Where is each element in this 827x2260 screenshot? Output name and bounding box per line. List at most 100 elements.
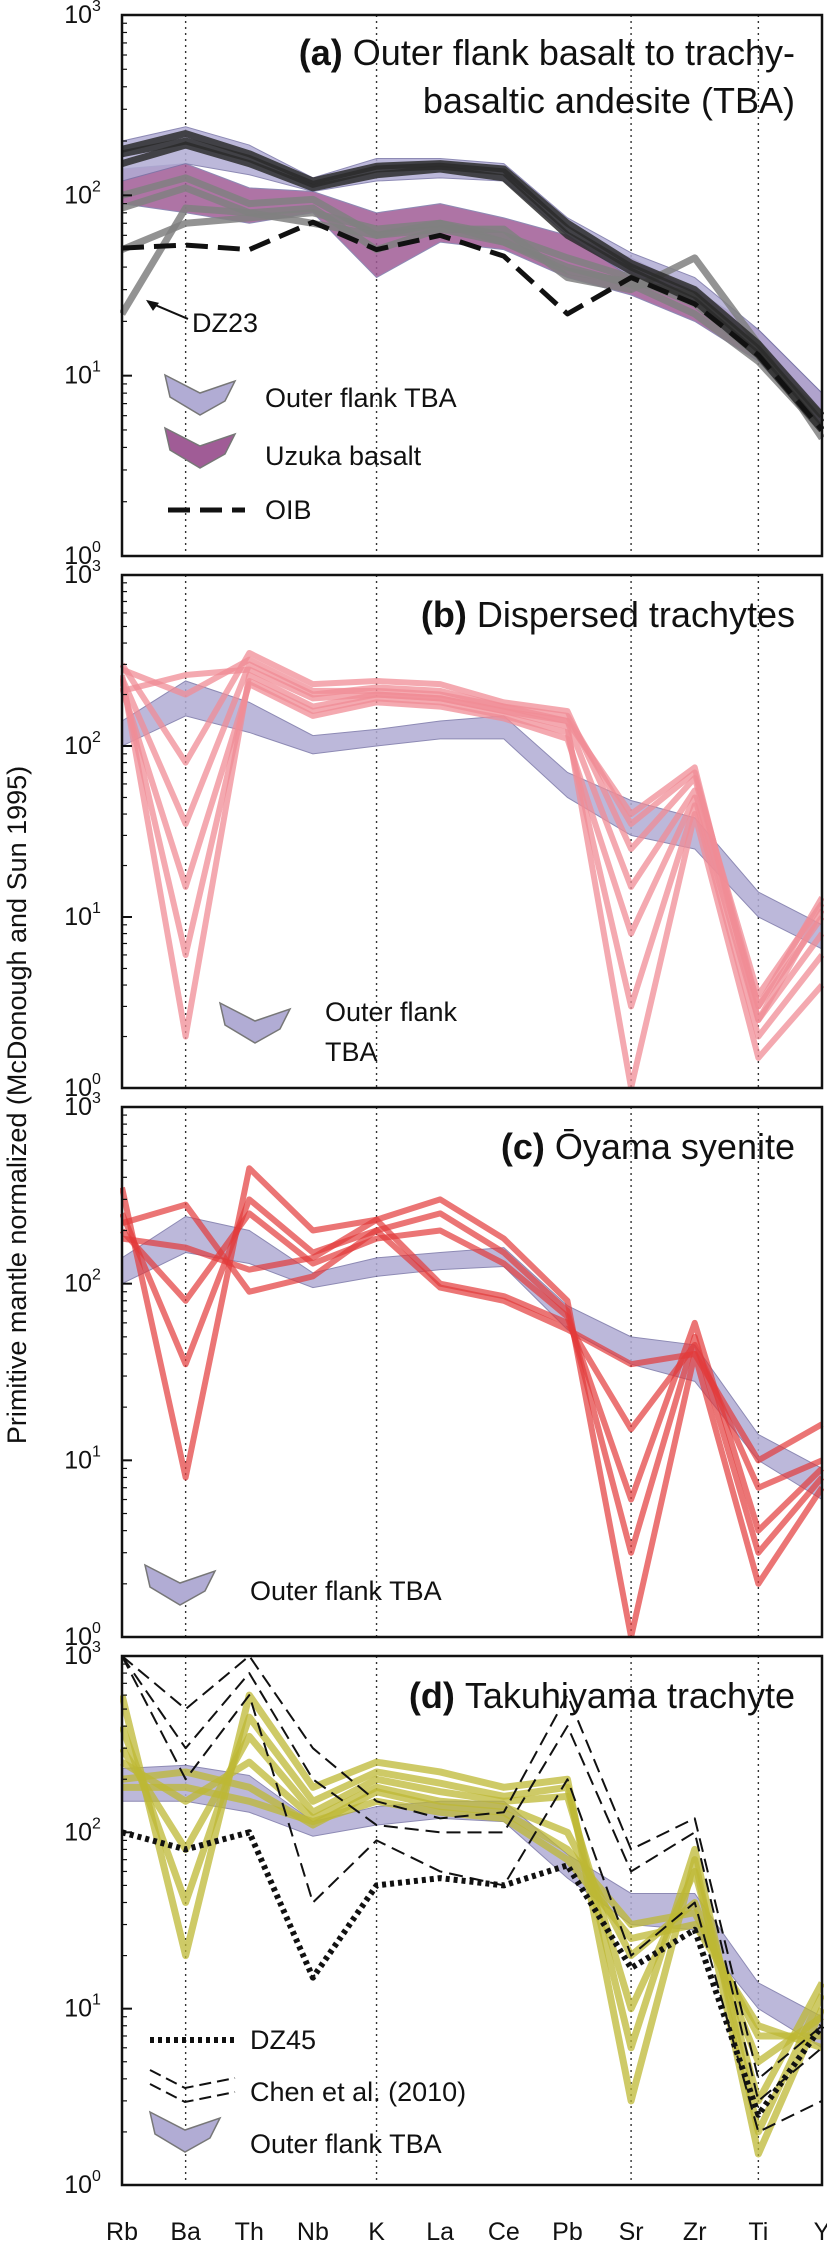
legend-outer-flank-tba-swatch	[143, 1563, 217, 1606]
y-tick-exponent: 2	[92, 729, 101, 746]
panel-frame	[120, 1105, 824, 1639]
x-tick-label-Ba: Ba	[170, 2218, 201, 2246]
takuhiyama-line-2	[120, 1732, 824, 2105]
panel-data	[120, 1656, 824, 2158]
oyama-syenite-line-4	[121, 1201, 824, 1464]
y-tick-label: 10	[64, 362, 92, 390]
panel-data	[120, 126, 824, 441]
chen-line-1	[121, 1656, 823, 2102]
dispersed-trachyte-line-6	[121, 666, 824, 1023]
y-tick-exponent: 1	[92, 1443, 101, 1460]
legend-uzuka-basalt-swatch	[163, 426, 237, 469]
y-tick-label: 10	[64, 1818, 92, 1846]
legend-dz45-label: DZ45	[250, 2025, 316, 2055]
legend-outer-flank-tba-swatch	[163, 373, 237, 416]
panel-title-letter: (a)	[299, 32, 353, 73]
y-tick-exponent: 0	[92, 1071, 101, 1088]
y-tick-label: 10	[64, 1093, 92, 1121]
legend-outer-flank-tba-swatch	[218, 1001, 292, 1044]
legend-uzuka-basalt-label: Uzuka basalt	[265, 441, 422, 471]
dispersed-trachyte-line-3	[120, 661, 824, 1010]
x-tick-label-Y: Y	[814, 2218, 827, 2246]
x-tick-label-La: La	[426, 2218, 454, 2246]
dz45-line	[121, 1829, 824, 2118]
y-tick-label: 10	[64, 903, 92, 931]
y-tick-exponent: 3	[92, 1090, 101, 1107]
legend-outer-flank-tba-label: Outer flank TBA	[265, 383, 457, 413]
panel-title: (d) Takuhiyama trachyte	[409, 1675, 795, 1716]
y-tick-label: 10	[64, 542, 92, 570]
x-tick-label-Ce: Ce	[488, 2218, 520, 2246]
y-tick-exponent: 0	[92, 2168, 101, 2185]
y-tick-label: 10	[64, 1642, 92, 1670]
y-tick-label: 10	[64, 561, 92, 589]
panel-title-letter: (c)	[501, 1126, 555, 1167]
y-tick-label: 10	[64, 1270, 92, 1298]
panel-data	[120, 649, 824, 1088]
y-tick-exponent: 1	[92, 900, 101, 917]
panel-frame	[120, 573, 824, 1090]
oib-line	[121, 219, 824, 432]
panel-title-letter: (b)	[421, 594, 477, 635]
x-tick-label-Sr: Sr	[619, 2218, 644, 2246]
legend-chen-swatch	[149, 2069, 236, 2104]
panel-title-text: Outer flank basalt to trachy-	[353, 32, 795, 73]
y-tick-exponent: 3	[92, 1639, 101, 1656]
x-tick-label-K: K	[368, 2218, 385, 2246]
x-tick-label-Ti: Ti	[748, 2218, 768, 2246]
legend-oib-label: OIB	[265, 495, 312, 525]
panel-frame	[120, 13, 824, 558]
y-tick-label: 10	[64, 732, 92, 760]
y-tick-label: 10	[64, 1623, 92, 1651]
y-tick-exponent: 3	[92, 0, 101, 15]
dark-series-line-2	[121, 141, 824, 433]
panel-title-letter: (d)	[409, 1675, 465, 1716]
y-tick-exponent: 2	[92, 178, 101, 195]
panel-title-line2: basaltic andesite (TBA)	[423, 80, 795, 121]
y-tick-label: 10	[64, 1074, 92, 1102]
legend-tba-label: TBA	[325, 1037, 378, 1067]
panel-data	[120, 1165, 824, 1637]
chen-line-2	[121, 1656, 823, 2133]
dark-series-line-1	[121, 137, 824, 425]
legend-outer-flank-tba-label: Outer flank TBA	[250, 1576, 442, 1606]
y-tick-label: 10	[64, 1995, 92, 2023]
x-tick-label-Rb: Rb	[106, 2218, 138, 2246]
takuhiyama-line-5	[122, 1783, 824, 2052]
y-tick-exponent: 0	[92, 539, 101, 556]
panel-title-text: Takuhiyama trachyte	[465, 1675, 795, 1716]
panel-title: (a) Outer flank basalt to trachy-	[299, 32, 795, 73]
chen-line-0	[121, 1656, 823, 2080]
y-tick-label: 10	[64, 181, 92, 209]
y-tick-label: 10	[64, 1446, 92, 1474]
panel-frame	[120, 1654, 824, 2187]
takuhiyama-line-1	[120, 1713, 824, 2136]
oyama-syenite-line-2	[120, 1210, 824, 1534]
dz23-label: DZ23	[192, 308, 258, 338]
legend-outer-flank-tba-swatch	[148, 2110, 222, 2153]
x-tick-label-Th: Th	[235, 2218, 264, 2246]
panel-title: (c) Ōyama syenite	[501, 1126, 795, 1167]
y-tick-label: 10	[64, 1, 92, 29]
panel-title-text: Dispersed trachytes	[477, 594, 795, 635]
dz23-arrowhead	[146, 299, 159, 311]
panel-title: (b) Dispersed trachytes	[421, 594, 795, 635]
y-tick-exponent: 3	[92, 558, 101, 575]
legend-chen-label: Chen et al. (2010)	[250, 2077, 466, 2107]
legend-outer-flank-tba-label: Outer flank TBA	[250, 2129, 442, 2159]
legend-outer-flank-label: Outer flank	[325, 997, 458, 1027]
y-tick-exponent: 1	[92, 1992, 101, 2009]
y-axis-label: Primitive mantle normalized (McDonough a…	[2, 766, 32, 1444]
y-tick-exponent: 2	[92, 1267, 101, 1284]
y-tick-exponent: 2	[92, 1815, 101, 1832]
x-tick-label-Pb: Pb	[552, 2218, 583, 2246]
takuhiyama-line-4	[121, 1768, 822, 2040]
y-tick-exponent: 1	[92, 359, 101, 376]
panel-title-text: Ōyama syenite	[555, 1126, 795, 1167]
y-tick-exponent: 0	[92, 1620, 101, 1637]
